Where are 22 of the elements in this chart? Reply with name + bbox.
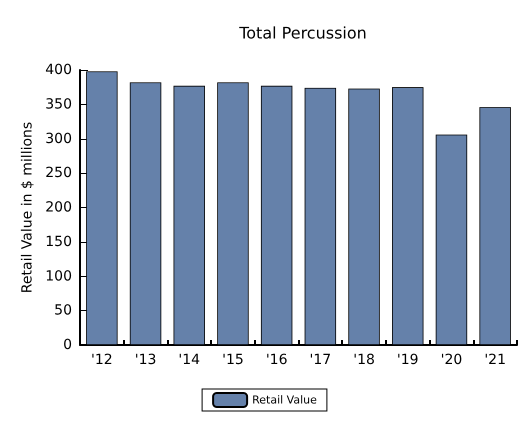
chart-title: Total Percussion <box>238 24 367 42</box>
y-tick-label: 350 <box>45 96 72 112</box>
y-tick-label: 0 <box>63 337 72 353</box>
x-tick-label: '12 <box>91 352 113 368</box>
x-tick-label: '16 <box>266 352 288 368</box>
y-axis-title: Retail Value in $ millions <box>19 122 36 294</box>
x-tick-label: '19 <box>396 352 419 368</box>
y-tick-label: 200 <box>45 200 72 216</box>
y-tick-label: 150 <box>45 234 72 250</box>
x-tick-label: '20 <box>440 352 462 368</box>
x-tick-label: '18 <box>353 352 375 368</box>
x-tick-label: '17 <box>310 352 332 368</box>
x-tick-label: '13 <box>134 352 156 368</box>
x-tick-label: '14 <box>178 352 200 368</box>
legend-label: Retail Value <box>252 394 318 406</box>
y-tick-label: 250 <box>45 165 72 182</box>
y-tick-label: 100 <box>45 268 72 284</box>
x-tick-label: '21 <box>484 352 506 368</box>
y-tick-label: 300 <box>45 130 72 147</box>
x-tick-label: '15 <box>222 352 244 368</box>
y-tick-label: 50 <box>54 302 72 319</box>
y-tick-label: 400 <box>45 62 72 78</box>
